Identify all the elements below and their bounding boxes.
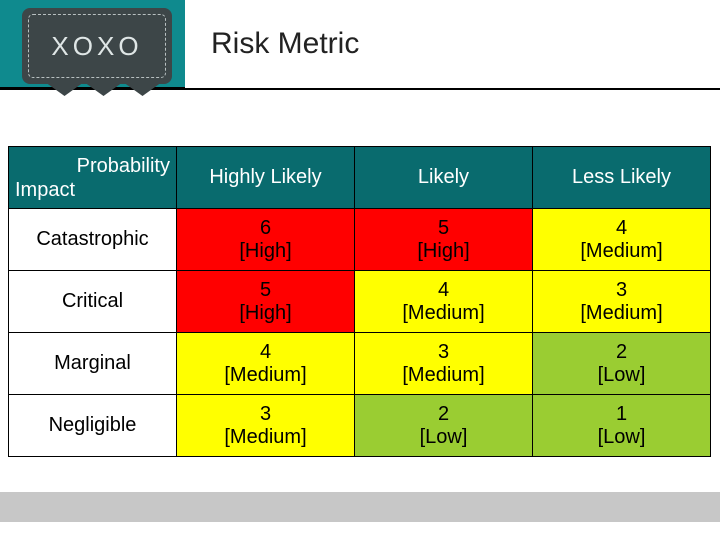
risk-level: [Medium] — [402, 302, 484, 324]
risk-score: 3 — [260, 403, 271, 425]
risk-level: [Low] — [598, 364, 646, 386]
row-header: Catastrophic — [9, 209, 177, 271]
risk-cell-content: 3[Medium] — [183, 403, 348, 449]
risk-level: [High] — [239, 302, 291, 324]
risk-score: 6 — [260, 217, 271, 239]
logo-text: XOXO — [51, 31, 142, 62]
risk-cell-content: 6[High] — [183, 217, 348, 263]
risk-cell-content: 4[Medium] — [539, 217, 704, 263]
risk-cell-content: 2[Low] — [539, 341, 704, 387]
probability-axis-label: Probability — [15, 154, 170, 178]
risk-score: 4 — [260, 341, 271, 363]
risk-score: 2 — [438, 403, 449, 425]
axis-corner-cell: Probability Impact — [9, 147, 177, 209]
risk-cell-content: 1[Low] — [539, 403, 704, 449]
risk-cell-content: 3[Medium] — [361, 341, 526, 387]
risk-cell: 4[Medium] — [355, 271, 533, 333]
risk-level: [Low] — [420, 426, 468, 448]
risk-score: 3 — [616, 279, 627, 301]
matrix-body: Catastrophic6[High]5[High]4[Medium]Criti… — [9, 209, 711, 457]
risk-score: 2 — [616, 341, 627, 363]
risk-cell: 3[Medium] — [355, 333, 533, 395]
risk-cell: 3[Medium] — [533, 271, 711, 333]
risk-cell: 2[Low] — [533, 333, 711, 395]
risk-cell-content: 5[High] — [361, 217, 526, 263]
col-header: Highly Likely — [177, 147, 355, 209]
risk-score: 3 — [438, 341, 449, 363]
risk-cell: 2[Low] — [355, 395, 533, 457]
risk-score: 5 — [438, 217, 449, 239]
risk-cell-content: 4[Medium] — [183, 341, 348, 387]
risk-score: 5 — [260, 279, 271, 301]
table-row: Critical5[High]4[Medium]3[Medium] — [9, 271, 711, 333]
risk-level: [High] — [417, 240, 469, 262]
header-row: Probability Impact Highly Likely Likely … — [9, 147, 711, 209]
table-row: Negligible3[Medium]2[Low]1[Low] — [9, 395, 711, 457]
row-header: Marginal — [9, 333, 177, 395]
risk-score: 4 — [616, 217, 627, 239]
table-row: Catastrophic6[High]5[High]4[Medium] — [9, 209, 711, 271]
title-box: Risk Metric — [185, 0, 720, 88]
risk-cell-content: 2[Low] — [361, 403, 526, 449]
page-title: Risk Metric — [211, 27, 359, 61]
logo-tag: XOXO — [22, 8, 172, 84]
risk-matrix-table: Probability Impact Highly Likely Likely … — [8, 146, 711, 457]
risk-cell: 1[Low] — [533, 395, 711, 457]
impact-axis-label: Impact — [15, 178, 170, 202]
risk-score: 1 — [616, 403, 627, 425]
risk-level: [Medium] — [580, 302, 662, 324]
risk-level: [Medium] — [224, 364, 306, 386]
row-header: Critical — [9, 271, 177, 333]
table-row: Marginal4[Medium]3[Medium]2[Low] — [9, 333, 711, 395]
risk-cell: 3[Medium] — [177, 395, 355, 457]
row-header: Negligible — [9, 395, 177, 457]
risk-level: [Low] — [598, 426, 646, 448]
col-header: Likely — [355, 147, 533, 209]
bottom-decorative-bar — [0, 492, 720, 522]
risk-level: [Medium] — [224, 426, 306, 448]
risk-cell-content: 4[Medium] — [361, 279, 526, 325]
col-header: Less Likely — [533, 147, 711, 209]
risk-cell: 4[Medium] — [533, 209, 711, 271]
risk-cell: 4[Medium] — [177, 333, 355, 395]
risk-cell: 5[High] — [177, 271, 355, 333]
risk-cell-content: 3[Medium] — [539, 279, 704, 325]
risk-score: 4 — [438, 279, 449, 301]
risk-level: [Medium] — [402, 364, 484, 386]
risk-level: [High] — [239, 240, 291, 262]
risk-cell: 5[High] — [355, 209, 533, 271]
risk-cell-content: 5[High] — [183, 279, 348, 325]
risk-level: [Medium] — [580, 240, 662, 262]
risk-cell: 6[High] — [177, 209, 355, 271]
